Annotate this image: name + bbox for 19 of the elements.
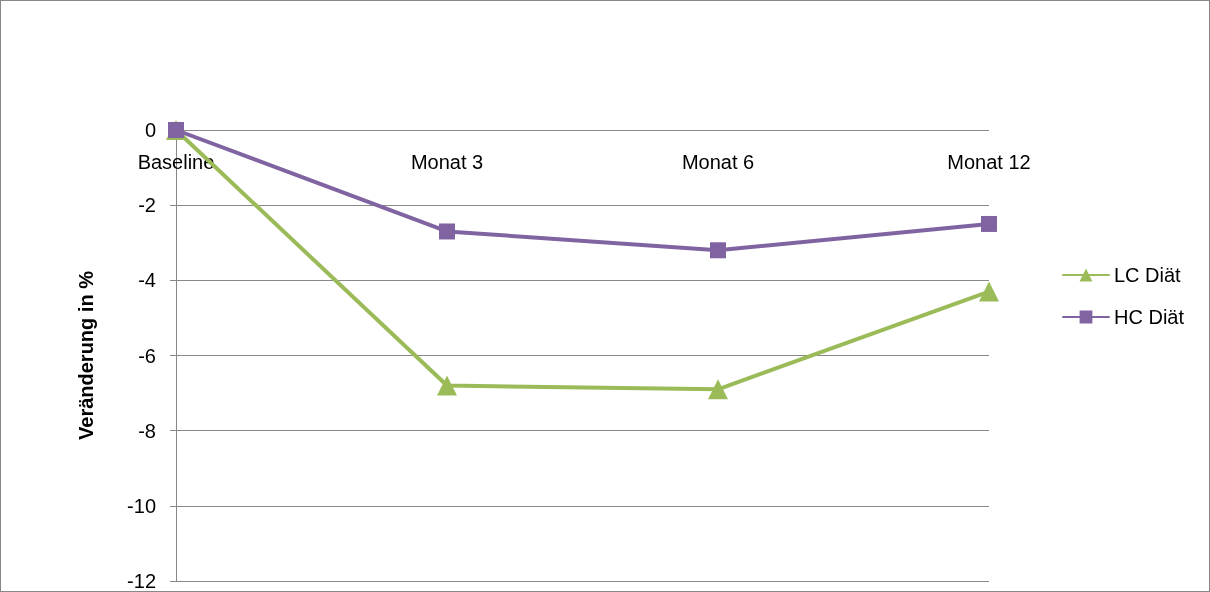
- legend-label: HC Diät: [1113, 306, 1185, 328]
- point: [437, 375, 457, 396]
- x-tick-label: Monat 12: [947, 151, 1031, 173]
- point: [710, 242, 726, 259]
- y-tick-label: -10: [127, 494, 156, 517]
- point: [981, 215, 997, 232]
- y-tick-label: -4: [138, 269, 156, 292]
- point: [708, 379, 728, 400]
- y-tick-label: -8: [138, 419, 156, 442]
- y-tick-label: -6: [138, 344, 156, 367]
- y-tick-label: 0: [144, 119, 156, 141]
- x-tick-label: Monat 6: [681, 151, 755, 173]
- point: [979, 281, 999, 302]
- point: [439, 223, 455, 240]
- y-tick-label: -2: [138, 194, 156, 217]
- y-axis-title: Veränderung in %: [75, 270, 97, 440]
- x-tick-label: Monat 3: [410, 151, 484, 173]
- y-tick-label: -12: [127, 570, 156, 592]
- legend-label: LC Diät: [1113, 264, 1182, 286]
